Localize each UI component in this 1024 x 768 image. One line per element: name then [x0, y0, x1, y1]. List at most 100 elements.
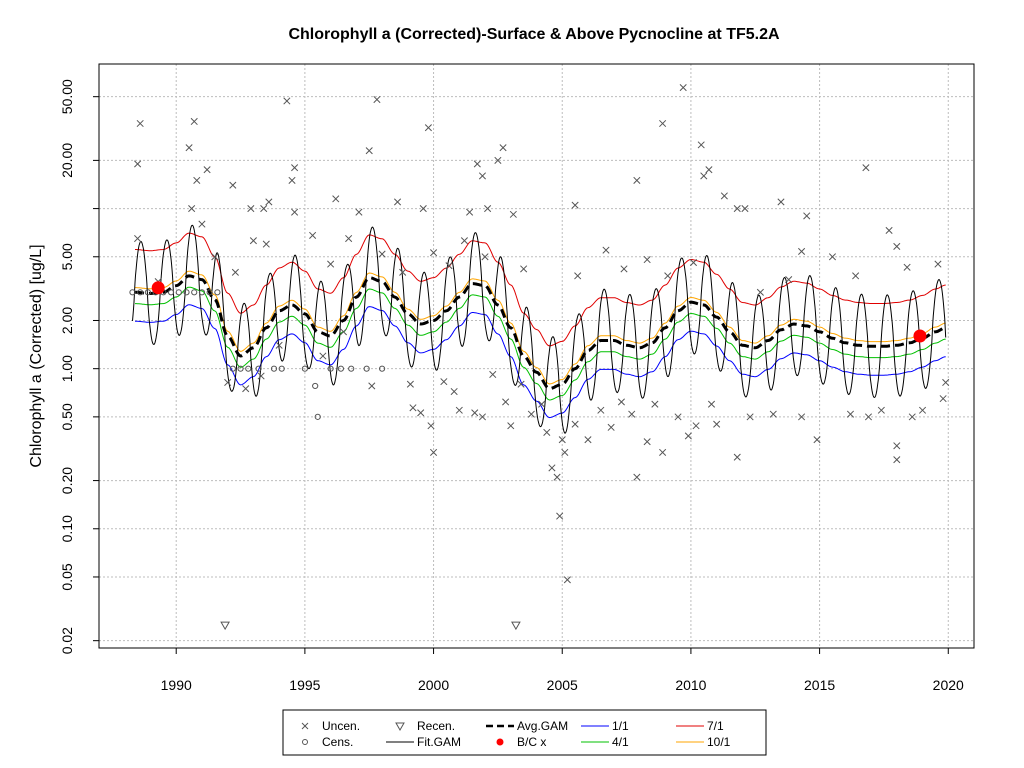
legend-label: 10/1 — [707, 735, 731, 749]
legend-item: B/C x — [496, 735, 546, 749]
uncensored-point-stroke — [489, 370, 497, 379]
uncensored-point-stroke — [185, 144, 193, 152]
uncensored-point-stroke — [633, 176, 641, 184]
uncensored-point-stroke — [450, 387, 458, 396]
censored-point — [278, 365, 285, 372]
x-tick-label: 2000 — [418, 677, 449, 693]
uncensored-point-stroke — [466, 208, 474, 216]
uncensored-point — [798, 413, 806, 421]
uncensored-point-stroke — [373, 95, 381, 104]
censored-point — [270, 365, 278, 372]
uncensored-point — [193, 176, 201, 184]
uncensored-point — [134, 234, 142, 243]
uncensored-point-stroke — [193, 176, 201, 184]
legend-label: B/C x — [517, 735, 546, 749]
uncensored-point — [247, 205, 255, 213]
uncensored-point-stroke — [319, 352, 327, 360]
uncensored-point — [643, 256, 651, 264]
uncensored-point — [473, 160, 481, 168]
uncensored-point — [134, 160, 142, 168]
uncensored-point-stroke — [813, 436, 821, 444]
uncensored-point — [136, 119, 144, 128]
uncensored-point — [466, 208, 474, 216]
uncensored-point — [198, 220, 206, 228]
uncensored-point — [406, 380, 414, 388]
uncensored-point-stroke — [473, 160, 481, 168]
uncensored-point — [211, 253, 219, 261]
uncensored-point-stroke — [224, 378, 232, 387]
legend-label: Uncen. — [322, 719, 360, 733]
uncensored-point — [633, 473, 641, 481]
censored-point — [214, 289, 221, 296]
uncensored-point — [720, 192, 728, 200]
censored-point — [337, 365, 345, 372]
uncensored-point-stroke — [918, 406, 927, 414]
censored-point — [312, 382, 319, 390]
uncensored-point-stroke — [548, 464, 556, 472]
uncensored-point — [628, 410, 636, 418]
uncensored-point-stroke — [852, 272, 860, 280]
uncensored-point — [445, 262, 453, 270]
uncensored-point — [798, 247, 806, 255]
uncensored-point-stroke — [571, 201, 579, 209]
uncensored-point — [507, 422, 515, 430]
uncensored-point — [499, 144, 507, 152]
uncensored-point-stroke — [720, 192, 728, 200]
legend-label: 1/1 — [612, 719, 629, 733]
uncensored-point — [455, 406, 463, 414]
uncensored-point-stroke — [674, 413, 682, 421]
uncensored-point-stroke — [607, 423, 615, 431]
legend-label: 7/1 — [707, 719, 724, 733]
uncensored-point — [908, 413, 916, 421]
uncensored-point — [571, 420, 579, 428]
y-tick-label: 0.20 — [59, 467, 75, 494]
x-tick-label: 2010 — [675, 677, 706, 693]
uncensored-point-stroke — [602, 246, 610, 254]
censored-point — [129, 289, 136, 296]
uncensored-point — [378, 250, 386, 258]
uncensored-point — [417, 409, 425, 417]
uncensored-point — [862, 164, 870, 172]
censored-point — [378, 365, 386, 372]
uncensored-point-stroke — [620, 265, 628, 273]
uncensored-point-stroke — [419, 205, 427, 213]
legend-item: Uncen. — [301, 719, 360, 733]
uncensored-point-stroke — [478, 172, 487, 180]
uncensored-point-stroke — [893, 456, 901, 464]
uncensored-point — [939, 395, 947, 403]
legend-circle-icon — [302, 739, 308, 745]
uncensored-point — [484, 205, 492, 213]
uncensored-point — [368, 382, 376, 390]
uncensored-point — [733, 453, 741, 461]
uncensored-point — [494, 156, 502, 164]
censored-point — [137, 289, 144, 296]
uncensored-point — [509, 210, 517, 218]
uncensored-point — [231, 268, 239, 276]
uncensored-point-stroke — [345, 234, 353, 243]
uncensored-point — [633, 176, 641, 184]
uncensored-point-stroke — [942, 378, 950, 387]
uncensored-point-stroke — [393, 198, 402, 206]
uncensored-point — [345, 234, 353, 243]
uncensored-point — [399, 268, 407, 276]
uncensored-point — [659, 448, 667, 456]
uncensored-point — [262, 240, 270, 248]
x-tick-label: 2020 — [933, 677, 964, 693]
censored-point — [144, 289, 151, 296]
recensored-point — [220, 621, 230, 631]
uncensored-point-stroke — [659, 119, 667, 128]
uncensored-point-stroke — [291, 164, 299, 172]
legend: Uncen. Cens. Recen. Fit.GAM Avg.GAM B/C x 1/1 4… — [282, 709, 767, 756]
uncensored-point-stroke — [746, 413, 754, 421]
uncensored-point — [864, 413, 873, 421]
legend-item: 10/1 — [676, 735, 731, 749]
uncensored-point-stroke — [561, 448, 569, 456]
uncensored-point-stroke — [368, 382, 376, 390]
uncensored-point-stroke — [309, 231, 317, 239]
uncensored-point — [689, 259, 698, 267]
uncensored-point — [265, 198, 273, 206]
y-tick-label: 5.00 — [59, 243, 75, 270]
uncensored-point-stroke — [134, 160, 142, 168]
uncensored-point — [659, 119, 667, 128]
uncensored-point-stroke — [417, 409, 425, 417]
